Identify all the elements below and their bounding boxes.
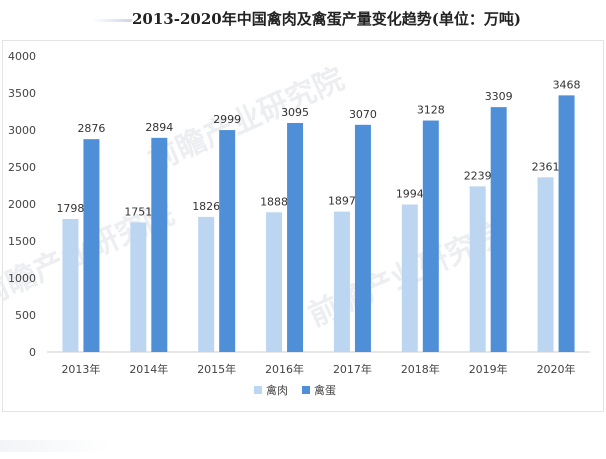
chart-frame — [2, 40, 604, 412]
y-tick-label: 4000 — [8, 50, 36, 63]
data-label-egg: 3095 — [281, 106, 309, 119]
bar-egg — [490, 107, 507, 352]
data-label-egg: 2894 — [145, 121, 173, 134]
data-label-meat: 2361 — [532, 160, 560, 173]
data-label-meat: 1888 — [260, 195, 288, 208]
y-tick-label: 3000 — [8, 124, 36, 137]
x-tick-label: 2013年 — [61, 362, 100, 376]
bar-egg — [558, 95, 575, 353]
data-label-meat: 1994 — [396, 187, 424, 200]
bar-egg — [83, 139, 100, 352]
x-tick-label: 2014年 — [129, 362, 168, 376]
x-tick-label: 2019年 — [469, 362, 508, 376]
x-tick-label: 2016年 — [265, 362, 304, 376]
data-label-meat: 1826 — [192, 200, 220, 213]
y-tick-label: 0 — [29, 346, 36, 359]
x-tick-label: 2018年 — [401, 362, 440, 376]
bar-meat — [401, 204, 418, 352]
bar-meat — [62, 218, 79, 352]
title-decoration — [92, 19, 132, 22]
bar-meat — [469, 186, 486, 352]
data-label-meat: 1751 — [124, 205, 152, 218]
legend-swatch-meat — [254, 386, 262, 394]
legend-label-meat: 禽肉 — [266, 383, 288, 397]
data-label-egg: 3309 — [485, 90, 513, 103]
data-label-meat: 1798 — [56, 202, 84, 215]
x-tick-label: 2020年 — [537, 362, 576, 376]
bar-egg — [151, 137, 168, 352]
x-tick-label: 2017年 — [333, 362, 372, 376]
data-label-egg: 3070 — [349, 108, 377, 121]
x-tick-label: 2015年 — [197, 362, 236, 376]
legend-label-egg: 禽蛋 — [314, 383, 336, 397]
y-tick-label: 2000 — [8, 198, 36, 211]
bar-egg — [219, 130, 236, 352]
y-tick-label: 2500 — [8, 161, 36, 174]
bar-meat — [537, 177, 554, 352]
y-tick-label: 1000 — [8, 272, 36, 285]
data-label-egg: 2876 — [77, 122, 105, 135]
bar-egg — [287, 122, 304, 352]
y-tick-label: 1500 — [8, 235, 36, 248]
y-tick-label: 500 — [15, 309, 36, 322]
bar-meat — [198, 216, 215, 352]
data-label-egg: 3468 — [553, 78, 581, 91]
bar-meat — [130, 222, 147, 352]
y-tick-label: 3500 — [8, 87, 36, 100]
data-label-egg: 3128 — [417, 104, 445, 117]
legend-swatch-egg — [302, 386, 310, 394]
footer-decoration — [0, 440, 110, 452]
title-area: 2013-2020年中国禽肉及禽蛋产量变化趋势(单位：万吨) — [0, 4, 606, 34]
data-label-meat: 1897 — [328, 195, 356, 208]
bar-egg — [422, 120, 439, 352]
data-label-meat: 2239 — [464, 169, 492, 182]
data-label-egg: 2999 — [213, 113, 241, 126]
bar-meat — [266, 212, 283, 352]
bar-meat — [333, 211, 350, 352]
chart-title: 2013-2020年中国禽肉及禽蛋产量变化趋势(单位：万吨) — [132, 10, 521, 28]
bar-egg — [354, 124, 371, 352]
